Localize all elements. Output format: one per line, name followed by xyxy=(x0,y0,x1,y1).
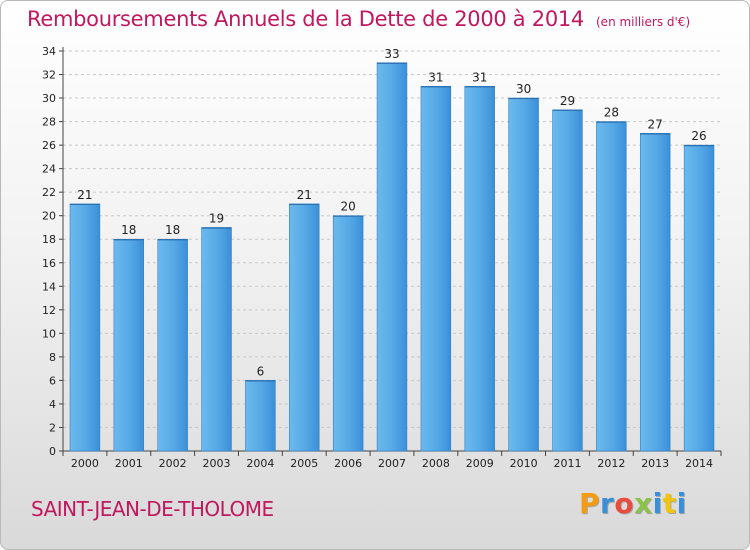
x-tick-label: 2007 xyxy=(378,457,406,470)
bar xyxy=(683,144,715,452)
data-label: 29 xyxy=(560,94,575,108)
y-tick-label: 10 xyxy=(42,327,56,340)
y-tick-label: 16 xyxy=(42,257,56,270)
x-tick-label: 2002 xyxy=(159,457,187,470)
y-tick-label: 4 xyxy=(49,398,56,411)
y-tick-label: 2 xyxy=(49,421,56,434)
x-tick-label: 2013 xyxy=(641,457,669,470)
data-label: 6 xyxy=(257,364,265,378)
labels: 0246810121416182022242628303234212000182… xyxy=(42,45,713,470)
bar xyxy=(552,109,583,452)
y-tick-label: 12 xyxy=(42,304,56,317)
data-label: 31 xyxy=(472,70,487,84)
data-label: 27 xyxy=(648,117,663,131)
bar xyxy=(639,133,671,452)
y-tick-label: 32 xyxy=(42,69,56,82)
y-tick-label: 20 xyxy=(42,210,56,223)
bar xyxy=(464,85,495,452)
bar xyxy=(420,85,452,452)
y-tick-label: 30 xyxy=(42,92,56,105)
y-tick-label: 8 xyxy=(49,351,56,364)
bar xyxy=(508,97,539,452)
y-tick-label: 26 xyxy=(42,139,56,152)
x-tick-label: 2004 xyxy=(246,457,274,470)
data-label: 33 xyxy=(384,47,399,61)
data-label: 21 xyxy=(297,188,312,202)
data-label: 21 xyxy=(77,188,92,202)
chart-unit: (en milliers d'€) xyxy=(596,15,691,29)
y-tick-label: 6 xyxy=(49,374,56,387)
y-tick-label: 34 xyxy=(42,45,56,58)
chart-title: Remboursements Annuels de la Dette de 20… xyxy=(27,7,690,31)
commune-name: SAINT-JEAN-DE-THOLOME xyxy=(31,497,274,521)
x-tick-label: 2001 xyxy=(115,457,143,470)
x-tick-label: 2003 xyxy=(203,457,231,470)
data-label: 31 xyxy=(428,70,443,84)
bar xyxy=(157,238,188,452)
logo-letter: i xyxy=(676,487,687,520)
logo-letter: o xyxy=(614,487,635,520)
y-tick-label: 0 xyxy=(49,445,56,458)
data-label: 28 xyxy=(604,106,619,120)
logo-letter: r xyxy=(600,487,615,520)
x-tick-label: 2009 xyxy=(466,457,494,470)
x-tick-label: 2011 xyxy=(553,457,581,470)
logo-letter: x xyxy=(634,487,653,520)
bars xyxy=(69,62,715,452)
proxiti-logo[interactable]: Proxiti xyxy=(579,487,687,520)
bar xyxy=(69,203,101,452)
bar xyxy=(289,203,320,452)
data-label: 26 xyxy=(691,129,706,143)
bar xyxy=(332,215,364,452)
data-label: 30 xyxy=(516,82,531,96)
x-tick-label: 2008 xyxy=(422,457,450,470)
x-tick-label: 2012 xyxy=(597,457,625,470)
logo-letter: P xyxy=(579,487,601,520)
x-tick-label: 2010 xyxy=(510,457,538,470)
x-tick-label: 2014 xyxy=(685,457,713,470)
data-label: 20 xyxy=(340,200,355,214)
bar xyxy=(245,380,276,452)
data-label: 19 xyxy=(209,211,224,225)
bar xyxy=(596,121,627,452)
y-tick-label: 18 xyxy=(42,233,56,246)
x-tick-label: 2000 xyxy=(71,457,99,470)
y-tick-label: 28 xyxy=(42,116,56,129)
x-tick-label: 2005 xyxy=(290,457,318,470)
y-tick-label: 22 xyxy=(42,186,56,199)
data-label: 18 xyxy=(121,223,136,237)
y-tick-label: 14 xyxy=(42,280,56,293)
bar xyxy=(201,227,232,452)
bar xyxy=(376,62,408,452)
chart-title-text: Remboursements Annuels de la Dette de 20… xyxy=(27,7,584,31)
logo-letter: t xyxy=(662,487,677,520)
data-label: 18 xyxy=(165,223,180,237)
x-tick-label: 2006 xyxy=(334,457,362,470)
logo-letter: i xyxy=(652,487,663,520)
y-tick-label: 24 xyxy=(42,163,56,176)
bar xyxy=(113,238,145,452)
